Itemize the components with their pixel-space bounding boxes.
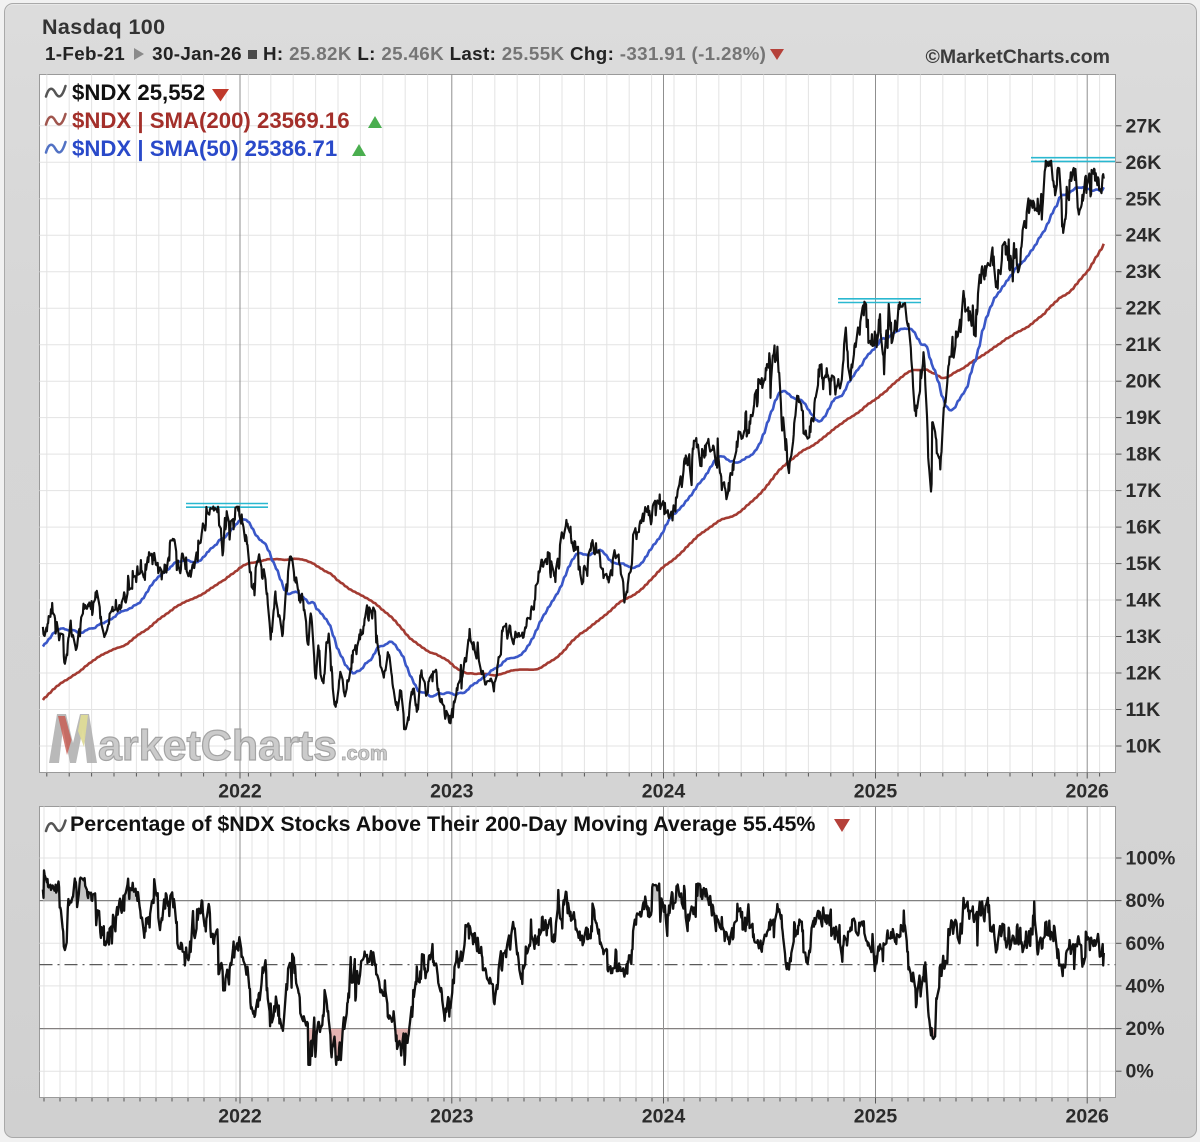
svg-text:20K: 20K <box>1126 371 1162 393</box>
svg-text:26K: 26K <box>1126 152 1162 174</box>
svg-text:100%: 100% <box>1126 848 1176 870</box>
svg-text:arketCharts: arketCharts <box>98 722 337 770</box>
svg-text:2022: 2022 <box>218 1106 262 1128</box>
svg-text:2026: 2026 <box>1066 1106 1110 1128</box>
svg-text:14K: 14K <box>1126 590 1162 612</box>
svg-text:2023: 2023 <box>430 1106 474 1128</box>
svg-text:$NDX 25,552: $NDX 25,552 <box>72 80 205 105</box>
svg-text:21K: 21K <box>1126 334 1162 356</box>
svg-text:10K: 10K <box>1126 736 1162 758</box>
svg-text:24K: 24K <box>1126 225 1162 247</box>
svg-text:2025: 2025 <box>854 781 898 803</box>
svg-text:40%: 40% <box>1126 975 1165 997</box>
svg-text:Percentage of $NDX Stocks Abov: Percentage of $NDX Stocks Above Their 20… <box>70 812 815 836</box>
svg-text:2022: 2022 <box>218 781 262 803</box>
svg-text:2025: 2025 <box>854 1106 898 1128</box>
svg-text:2026: 2026 <box>1066 781 1110 803</box>
svg-text:13K: 13K <box>1126 626 1162 648</box>
svg-text:18K: 18K <box>1126 444 1162 466</box>
svg-text:2023: 2023 <box>430 781 474 803</box>
svg-text:17K: 17K <box>1126 480 1162 502</box>
svg-text:20%: 20% <box>1126 1018 1165 1040</box>
svg-text:$NDX | SMA(50) 25386.71: $NDX | SMA(50) 25386.71 <box>72 136 337 161</box>
svg-text:25K: 25K <box>1126 188 1162 210</box>
svg-text:22K: 22K <box>1126 298 1162 320</box>
svg-text:12K: 12K <box>1126 663 1162 685</box>
svg-text:23K: 23K <box>1126 261 1162 283</box>
svg-text:.com: .com <box>341 743 388 765</box>
svg-text:0%: 0% <box>1126 1061 1154 1083</box>
svg-text:27K: 27K <box>1126 115 1162 137</box>
svg-text:2024: 2024 <box>642 781 686 803</box>
svg-text:2024: 2024 <box>642 1106 686 1128</box>
svg-text:80%: 80% <box>1126 890 1165 912</box>
svg-text:11K: 11K <box>1126 699 1161 721</box>
svg-text:19K: 19K <box>1126 407 1162 429</box>
svg-text:60%: 60% <box>1126 933 1165 955</box>
svg-text:16K: 16K <box>1126 517 1162 539</box>
svg-text:15K: 15K <box>1126 553 1162 575</box>
svg-text:$NDX | SMA(200) 23569.16: $NDX | SMA(200) 23569.16 <box>72 108 350 133</box>
